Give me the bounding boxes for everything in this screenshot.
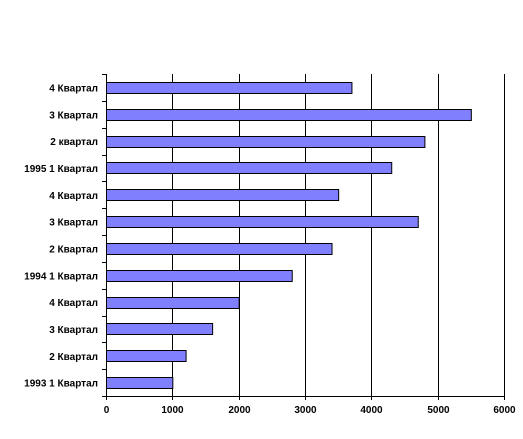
axes xyxy=(102,74,504,400)
category-label: 1994 1 Квартал xyxy=(24,271,98,282)
x-tick-label: 3000 xyxy=(294,405,317,416)
bar xyxy=(106,162,393,174)
x-axis-ticks: 0 1000 2000 3000 4000 5000 6000 xyxy=(104,396,516,416)
x-tick-label: 4000 xyxy=(360,405,383,416)
category-label: 3 Квартал xyxy=(49,325,98,336)
bar xyxy=(106,82,353,94)
x-tick-label: 2000 xyxy=(228,405,251,416)
category-label: 3 Квартал xyxy=(49,110,98,121)
y-axis-labels: 1993 1 Квартал 2 Квартал 3 Квартал 4 Кварта… xyxy=(24,83,98,389)
category-label: 2 квартал xyxy=(50,137,98,148)
bar xyxy=(106,216,419,228)
gridlines xyxy=(172,74,505,396)
bar xyxy=(106,270,293,282)
bar xyxy=(106,377,174,389)
bar xyxy=(106,243,333,255)
category-label: 1993 1 Квартал xyxy=(24,379,98,390)
bar xyxy=(106,350,187,362)
category-label: 2 Квартал xyxy=(49,352,98,363)
x-tick-label: 6000 xyxy=(493,405,516,416)
category-label: 4 Квартал xyxy=(49,298,98,309)
bar xyxy=(106,323,214,335)
bar xyxy=(106,109,472,121)
bar xyxy=(106,189,340,201)
category-label: 2 Квартал xyxy=(49,244,98,255)
x-tick-label: 1000 xyxy=(161,405,184,416)
category-label: 3 Квартал xyxy=(49,218,98,229)
category-label: 4 Квартал xyxy=(49,83,98,94)
bar xyxy=(106,136,426,148)
x-tick-label: 5000 xyxy=(427,405,450,416)
bars xyxy=(106,82,472,389)
x-tick-label: 0 xyxy=(104,405,110,416)
bar xyxy=(106,297,240,309)
category-label: 1995 1 Квартал xyxy=(24,164,98,175)
category-label: 4 Квартал xyxy=(49,191,98,202)
